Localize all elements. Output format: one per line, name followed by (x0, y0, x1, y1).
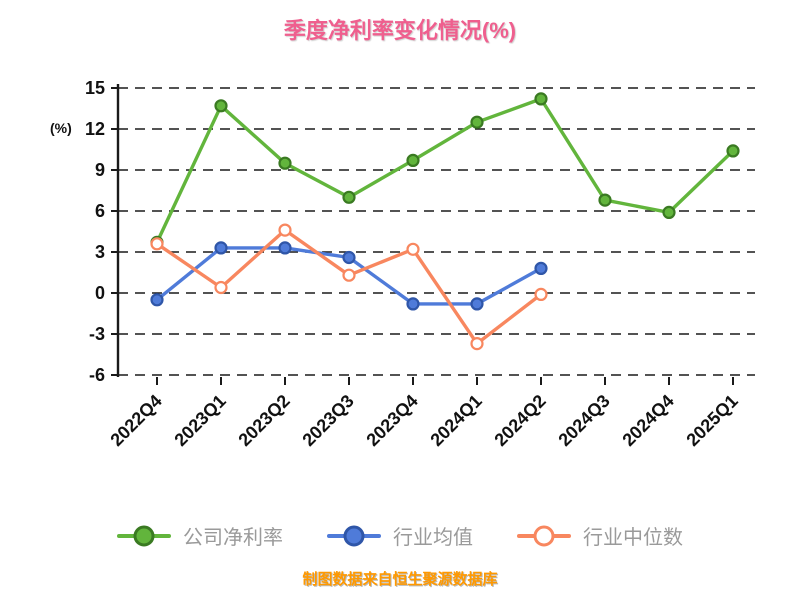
line-circle-marker-icon (327, 523, 381, 549)
svg-text:2025Q1: 2025Q1 (682, 391, 741, 450)
legend-item-industry-median: 行业中位数 (517, 521, 683, 550)
svg-text:2024Q4: 2024Q4 (618, 391, 677, 450)
svg-text:12: 12 (85, 119, 105, 139)
chart-legend: 公司净利率 行业均值 行业中位数 (0, 521, 800, 550)
svg-text:2023Q1: 2023Q1 (170, 391, 229, 450)
svg-text:2024Q2: 2024Q2 (490, 391, 549, 450)
svg-text:-6: -6 (89, 365, 105, 385)
svg-text:2022Q4: 2022Q4 (106, 391, 165, 450)
svg-text:2023Q3: 2023Q3 (298, 391, 357, 450)
svg-text:15: 15 (85, 78, 105, 98)
line-circle-marker-icon (517, 523, 571, 549)
svg-text:2023Q2: 2023Q2 (234, 391, 293, 450)
svg-text:9: 9 (95, 160, 105, 180)
legend-item-company-net-margin: 公司净利率 (117, 521, 283, 550)
svg-text:0: 0 (95, 283, 105, 303)
legend-label: 公司净利率 (183, 527, 283, 549)
data-source-note: 制图数据来自恒生聚源数据库 (302, 571, 498, 588)
legend-label: 行业中位数 (583, 527, 683, 549)
svg-text:2023Q4: 2023Q4 (362, 391, 421, 450)
svg-text:(%): (%) (50, 120, 72, 136)
svg-text:6: 6 (95, 201, 105, 221)
chart-title: 季度净利率变化情况(%) (283, 18, 517, 43)
legend-item-industry-mean: 行业均值 (327, 521, 473, 550)
svg-text:2024Q1: 2024Q1 (426, 391, 485, 450)
line-circle-marker-icon (117, 523, 171, 549)
legend-label: 行业均值 (393, 527, 473, 549)
svg-text:3: 3 (95, 242, 105, 262)
svg-text:-3: -3 (89, 324, 105, 344)
svg-text:2024Q3: 2024Q3 (554, 391, 613, 450)
